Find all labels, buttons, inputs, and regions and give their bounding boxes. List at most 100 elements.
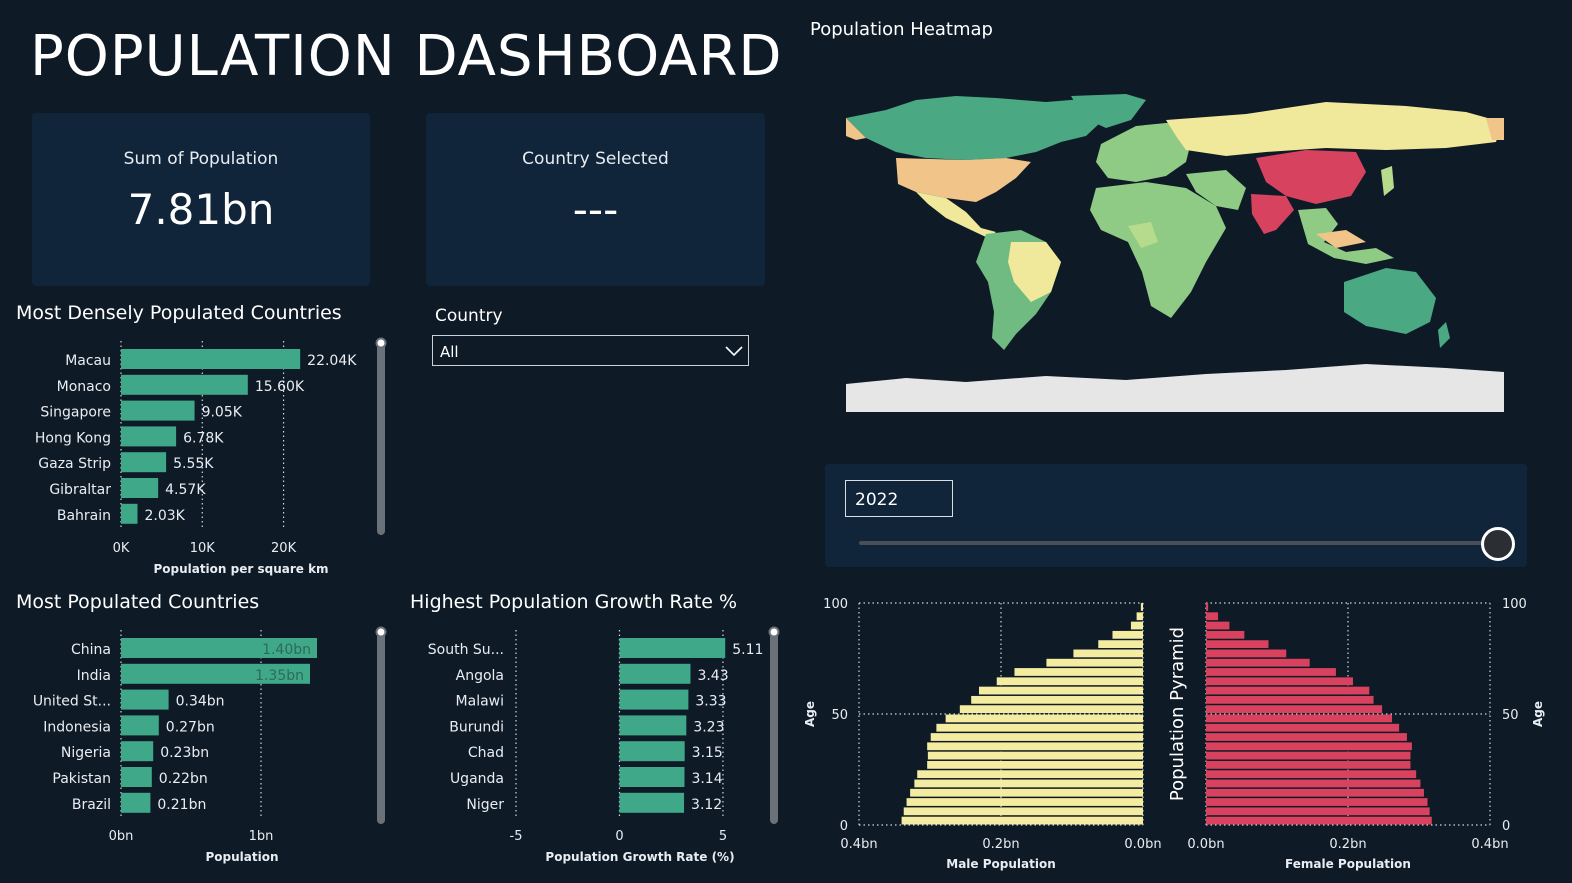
female-bar: [1206, 686, 1370, 695]
x-tick-label: 10K: [190, 541, 216, 556]
female-bar: [1206, 742, 1412, 751]
y-tick-label: 0: [840, 819, 848, 834]
x-axis-title: Population per square km: [153, 562, 328, 576]
map-africa: [1090, 182, 1226, 318]
bar: [121, 374, 248, 395]
y-axis-title: Age: [1531, 701, 1545, 727]
map-china: [1256, 150, 1366, 204]
bar: [121, 400, 195, 421]
x-tick-label: 0.4bn: [840, 837, 877, 852]
male-bar: [959, 705, 1143, 714]
map-southeast-asia: [1298, 208, 1394, 264]
data-label: 3.43: [697, 668, 728, 684]
male-bar: [906, 798, 1143, 806]
female-bar: [1206, 621, 1230, 630]
female-bar: [1206, 612, 1219, 621]
population-heatmap[interactable]: [846, 92, 1504, 412]
populated-bar-chart: 0bn 1bn China 1.40bn India 1.35bn United St...…: [33, 626, 387, 864]
category-label: Chad: [468, 745, 504, 761]
female-bar: [1206, 630, 1245, 639]
bar: [619, 792, 685, 813]
data-label: 1.40bn: [262, 642, 311, 658]
map-japan: [1381, 166, 1394, 196]
data-label: 3.33: [695, 694, 726, 710]
male-bar: [936, 723, 1143, 732]
bar: [121, 349, 301, 369]
category-label: Niger: [466, 797, 504, 813]
country-dropdown-value: All: [440, 343, 459, 361]
bar: [619, 715, 687, 736]
map-brazil: [1008, 242, 1061, 302]
year-slider-track[interactable]: [859, 541, 1495, 545]
male-bar: [996, 677, 1143, 686]
male-bar: [914, 779, 1143, 788]
male-bar: [1112, 630, 1143, 639]
category-label: Macau: [65, 353, 111, 369]
y-tick-label: 50: [1502, 708, 1519, 723]
x-tick-label: 0: [615, 829, 623, 844]
category-label: Malawi: [456, 694, 504, 710]
data-label: 9.05K: [202, 405, 243, 421]
female-bar: [1206, 807, 1430, 816]
category-label: Singapore: [40, 405, 111, 421]
y-tick-label: 100: [1502, 597, 1527, 612]
female-bar: [1206, 733, 1407, 741]
map-new-zealand: [1438, 322, 1450, 348]
male-bar: [1073, 649, 1143, 658]
bar: [121, 767, 152, 787]
y-tick-label: 0: [1502, 819, 1510, 834]
x-tick-label: 20K: [271, 541, 297, 556]
female-bar: [1206, 798, 1428, 806]
country-dropdown[interactable]: All: [432, 335, 749, 366]
x-tick-label: 0.2bn: [1329, 837, 1366, 852]
data-label: 1.35bn: [255, 668, 304, 684]
bar: [121, 741, 154, 762]
map-russia: [1166, 102, 1502, 156]
male-bar: [945, 714, 1143, 723]
category-label: Pakistan: [52, 771, 111, 787]
map-india: [1251, 194, 1294, 234]
female-bar: [1206, 714, 1393, 723]
country-selected-card: Country Selected ---: [426, 113, 765, 286]
data-label: 0.23bn: [160, 745, 209, 761]
x-axis-title: Population: [205, 850, 278, 864]
data-label: 2.03K: [145, 508, 186, 524]
map-greenland: [1071, 94, 1146, 128]
map-title: Population Heatmap: [810, 19, 993, 40]
country-selected-value: ---: [572, 185, 619, 234]
female-bar: [1206, 695, 1374, 704]
map-nigeria-ethiopia: [1128, 222, 1158, 248]
female-bar: [1206, 779, 1421, 788]
category-label: China: [71, 642, 111, 658]
page-title: POPULATION DASHBOARD: [30, 24, 783, 89]
female-bar: [1206, 668, 1336, 676]
data-label: 0.27bn: [166, 719, 215, 735]
x-tick-label: 0.0bn: [1124, 837, 1161, 852]
bar: [121, 792, 151, 813]
density-bar-chart: 0K 10K 20K Macau 22.04K Monaco 15.60K Singapore…: [35, 337, 387, 576]
scrollbar: [770, 630, 778, 824]
x-tick-label: 5: [719, 829, 727, 844]
bar: [121, 426, 177, 447]
x-tick-label: 0.0bn: [1187, 837, 1224, 852]
bar: [619, 767, 685, 787]
bar: [619, 663, 691, 684]
category-label: Hong Kong: [35, 430, 111, 446]
female-bar: [1206, 770, 1417, 779]
male-bar: [930, 733, 1143, 741]
category-label: Gibraltar: [49, 482, 111, 498]
scrollbar: [377, 630, 385, 824]
male-bar: [1014, 668, 1143, 676]
category-label: Brazil: [72, 797, 111, 813]
map-landmasses: [846, 94, 1504, 412]
populated-chart-title: Most Populated Countries: [16, 591, 260, 613]
map-middle-east: [1186, 170, 1246, 210]
male-bar: [901, 816, 1143, 825]
population-pyramid-chart: 0.4bn 0.2bn 0.0bn 0.0bn 0.2bn 0.4bn 0 0 50 50 100 1…: [803, 597, 1545, 871]
map-australia: [1344, 268, 1436, 334]
female-bar: [1206, 788, 1424, 797]
year-slicer-panel: [825, 464, 1527, 567]
year-slider-handle[interactable]: [1481, 527, 1515, 561]
year-input[interactable]: 2022: [845, 480, 953, 517]
scrollbar: [377, 341, 385, 535]
